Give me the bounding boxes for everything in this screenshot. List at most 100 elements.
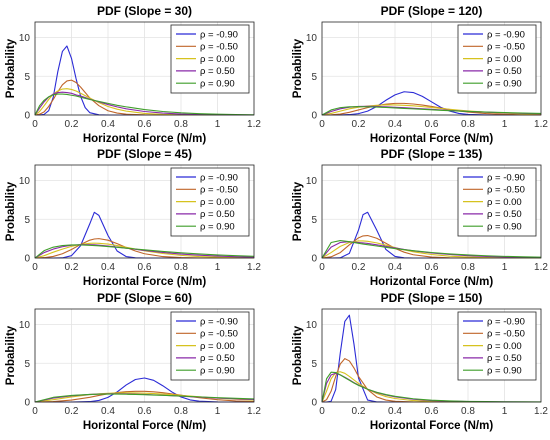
legend-label: ρ = -0.90 — [200, 29, 238, 40]
legend-label: ρ = 0.90 — [487, 79, 522, 90]
chart-title: PDF (Slope = 45) — [97, 147, 192, 161]
legend-label: ρ = 0.00 — [200, 341, 235, 352]
legend-label: ρ = -0.50 — [200, 329, 238, 340]
y-tick-label: 5 — [311, 359, 317, 370]
legend-label: ρ = -0.50 — [487, 329, 525, 340]
axes-frame — [321, 21, 542, 116]
x-tick-label: 1 — [502, 262, 508, 273]
x-axis-label: Horizontal Force (N/m) — [370, 420, 493, 432]
x-tick-label: 0.4 — [101, 406, 115, 417]
x-tick-label: 0.4 — [388, 262, 402, 273]
legend-label: ρ = -0.50 — [200, 42, 238, 53]
x-tick-label: 0.4 — [101, 119, 115, 130]
x-tick-label: 1.2 — [534, 262, 548, 273]
x-tick-label: 0.4 — [388, 119, 402, 130]
y-axis-label: Probability — [292, 38, 304, 98]
legend: ρ = -0.90 ρ = -0.50ρ = 0.00ρ = 0.50 ρ = 0.… — [170, 24, 250, 94]
legend-label: ρ = -0.90 — [487, 316, 525, 327]
x-tick-label: 0.2 — [65, 406, 79, 417]
y-axis-label: Probability — [5, 325, 17, 385]
y-tick-label: 0 — [311, 111, 317, 122]
x-tick-label: 0 — [32, 119, 38, 130]
y-tick-label: 0 — [24, 111, 30, 122]
x-tick-label: 0 — [319, 406, 325, 417]
legend-label: ρ = 0.50 — [487, 209, 522, 220]
x-tick-label: 0.8 — [461, 262, 475, 273]
x-tick-label: 0.2 — [65, 119, 79, 130]
x-tick-label: 0.8 — [174, 119, 188, 130]
x-tick-label: 0.2 — [65, 262, 79, 273]
x-tick-label: 0.8 — [174, 406, 188, 417]
y-tick-label: 5 — [24, 215, 30, 226]
x-tick-label: 1 — [502, 119, 508, 130]
y-tick-label: 10 — [306, 176, 318, 187]
y-axis-label: Probability — [5, 181, 17, 241]
x-tick-label: 0.8 — [461, 119, 475, 130]
legend-label: ρ = 0.00 — [200, 197, 235, 208]
y-tick-label: 10 — [306, 33, 318, 44]
chart-panel-3: 0 0.2 0.4 0.6 0.8 1 1.2 0 5 10 PDF (Slope = 45) Hor… — [5, 147, 261, 288]
x-tick-label: 0.2 — [352, 119, 366, 130]
x-tick-label: 1.2 — [534, 406, 548, 417]
chart-title: PDF (Slope = 30) — [97, 4, 192, 18]
series-line-rho-2 — [321, 102, 542, 116]
x-tick-label: 0 — [319, 262, 325, 273]
x-axis-label: Horizontal Force (N/m) — [83, 420, 206, 432]
x-tick-label: 1 — [215, 119, 221, 130]
chart-panel-5: 0 0.2 0.4 0.6 0.8 1 1.2 0 5 10 PDF (Slope = 60) Hor… — [5, 291, 261, 432]
y-tick-label: 5 — [24, 72, 30, 83]
chart-title: PDF (Slope = 135) — [381, 147, 483, 161]
y-tick-label: 5 — [311, 215, 317, 226]
axes-frame — [34, 164, 255, 259]
chart-panel-1: 0 0.2 0.4 0.6 0.8 1 1.2 0 5 10 PDF (Slope = 30) Hor… — [5, 4, 261, 145]
x-tick-label: 0.6 — [425, 119, 439, 130]
series-line-rho-5 — [321, 240, 542, 259]
x-tick-label: 0.6 — [425, 262, 439, 273]
x-tick-label: 1 — [215, 262, 221, 273]
x-tick-label: 1.2 — [534, 119, 548, 130]
x-axis-label: Horizontal Force (N/m) — [370, 133, 493, 145]
legend-label: ρ = 0.90 — [200, 366, 235, 377]
x-tick-label: 0 — [32, 262, 38, 273]
y-axis-label: Probability — [5, 38, 17, 98]
series-line-rho-5 — [34, 93, 255, 116]
series-line-rho-5 — [34, 244, 255, 259]
series-line-rho-2 — [34, 390, 255, 403]
legend-label: ρ = -0.50 — [487, 42, 525, 53]
legend: ρ = -0.90 ρ = -0.50ρ = 0.00ρ = 0.50 ρ = 0.… — [457, 311, 537, 381]
y-tick-label: 0 — [24, 398, 30, 409]
y-tick-label: 0 — [311, 398, 317, 409]
axes-frame — [34, 21, 255, 116]
x-tick-label: 0 — [319, 119, 325, 130]
x-tick-label: 0.2 — [352, 406, 366, 417]
legend-label: ρ = 0.90 — [487, 366, 522, 377]
legend-label: ρ = -0.90 — [200, 172, 238, 183]
y-axis-label: Probability — [292, 181, 304, 241]
legend-label: ρ = 0.90 — [487, 222, 522, 233]
x-tick-label: 1 — [502, 406, 508, 417]
legend-label: ρ = -0.90 — [487, 29, 525, 40]
legend-label: ρ = 0.50 — [200, 66, 235, 77]
series-line-rho-5 — [321, 106, 542, 116]
legend: ρ = -0.90 ρ = -0.50ρ = 0.00ρ = 0.50 ρ = 0.… — [457, 24, 537, 94]
x-tick-label: 0.6 — [138, 262, 152, 273]
x-tick-label: 0.6 — [425, 406, 439, 417]
x-axis-label: Horizontal Force (N/m) — [370, 276, 493, 288]
legend-label: ρ = -0.90 — [200, 316, 238, 327]
legend: ρ = -0.90 ρ = -0.50ρ = 0.00ρ = 0.50 ρ = 0.… — [170, 311, 250, 381]
legend: ρ = -0.90 ρ = -0.50ρ = 0.00ρ = 0.50 ρ = 0.… — [457, 167, 537, 237]
legend-label: ρ = -0.90 — [487, 172, 525, 183]
y-tick-label: 5 — [24, 359, 30, 370]
chart-panel-4: 0 0.2 0.4 0.6 0.8 1 1.2 0 5 10 PDF (Slope = 135) Ho… — [292, 147, 548, 288]
axes-frame — [321, 308, 542, 403]
chart-panel-6: 0 0.2 0.4 0.6 0.8 1 1.2 0 5 10 PDF (Slope = 150) Ho… — [292, 291, 548, 432]
legend-label: ρ = -0.50 — [200, 185, 238, 196]
y-axis-label: Probability — [292, 325, 304, 385]
y-tick-label: 5 — [311, 72, 317, 83]
x-tick-label: 1 — [215, 406, 221, 417]
legend-label: ρ = 0.00 — [487, 341, 522, 352]
legend-label: ρ = 0.00 — [487, 197, 522, 208]
x-tick-label: 0.6 — [138, 119, 152, 130]
y-tick-label: 10 — [19, 33, 31, 44]
